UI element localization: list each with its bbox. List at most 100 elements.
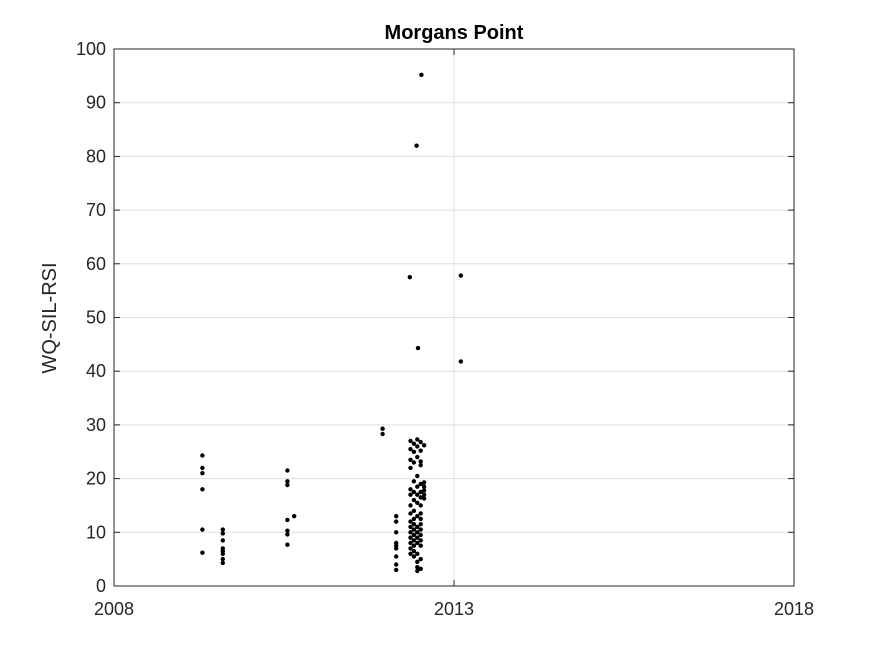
data-point <box>415 568 420 574</box>
data-point <box>411 460 417 465</box>
data-point <box>418 511 423 516</box>
data-point <box>411 516 417 522</box>
data-point <box>415 559 420 564</box>
data-point <box>415 524 420 530</box>
data-point <box>415 492 420 497</box>
data-point <box>408 519 413 524</box>
data-point <box>418 532 423 538</box>
data-point <box>394 546 399 551</box>
data-point <box>415 484 420 489</box>
data-point <box>285 517 290 523</box>
data-point <box>411 538 417 543</box>
data-point <box>418 543 423 548</box>
data-point <box>418 489 423 495</box>
data-point <box>418 556 423 562</box>
data-point <box>421 488 427 493</box>
data-point <box>411 497 417 503</box>
data-point <box>285 482 290 488</box>
data-point <box>394 567 399 573</box>
grid-lines <box>114 49 794 586</box>
tick-marks <box>113 48 795 587</box>
data-point <box>200 550 205 555</box>
data-point <box>421 492 427 497</box>
data-point <box>415 500 420 505</box>
data-point <box>411 554 417 559</box>
data-point <box>380 431 385 437</box>
y-tick-label: 60 <box>86 254 106 274</box>
data-point <box>411 489 417 495</box>
data-point <box>418 527 423 532</box>
data-point <box>220 531 225 536</box>
data-point <box>200 465 205 471</box>
data-point <box>408 524 413 530</box>
y-tick-label: 20 <box>86 469 106 489</box>
data-point <box>415 551 420 556</box>
data-point <box>418 439 423 445</box>
data-point <box>285 532 290 537</box>
y-tick-label: 40 <box>86 361 106 381</box>
data-point <box>408 503 413 508</box>
data-point <box>220 551 225 556</box>
x-tick-label: 2013 <box>434 599 474 619</box>
data-point <box>419 72 424 78</box>
data-point <box>415 473 420 479</box>
data-point <box>411 543 417 548</box>
data-point <box>285 479 290 484</box>
data-point <box>408 540 413 546</box>
data-points <box>200 72 463 574</box>
data-point <box>421 496 427 501</box>
data-point <box>394 530 399 535</box>
x-tick-label: 2008 <box>94 599 134 619</box>
data-point <box>220 560 225 566</box>
data-point <box>415 530 420 535</box>
y-tick-label: 10 <box>86 522 106 542</box>
data-point <box>411 508 417 513</box>
data-point <box>415 540 420 546</box>
data-point <box>380 426 385 431</box>
y-tick-label: 0 <box>96 576 106 596</box>
data-point <box>411 441 417 446</box>
data-point <box>408 465 413 471</box>
data-point <box>220 556 225 562</box>
data-point <box>408 438 413 444</box>
data-point <box>408 551 413 556</box>
data-point <box>220 538 225 543</box>
data-point <box>394 562 399 567</box>
data-point <box>415 444 420 449</box>
data-point <box>411 479 417 484</box>
data-point <box>200 453 205 458</box>
data-point <box>458 359 463 364</box>
data-point <box>418 538 423 543</box>
data-point <box>200 487 205 492</box>
data-point <box>285 528 290 533</box>
data-point <box>408 546 413 551</box>
data-point <box>411 522 417 527</box>
data-point <box>415 514 420 519</box>
data-point <box>418 463 423 468</box>
data-point <box>200 527 205 532</box>
data-point <box>418 516 423 522</box>
y-axis-label: WQ-SIL-RSI <box>39 262 61 373</box>
data-point <box>418 503 423 508</box>
data-point <box>408 457 413 462</box>
chart-title: Morgans Point <box>385 22 524 44</box>
data-point <box>415 535 420 540</box>
data-point <box>418 522 423 527</box>
data-point <box>415 454 420 460</box>
data-point <box>415 345 421 351</box>
y-tick-label: 80 <box>86 146 106 166</box>
data-point <box>411 527 417 532</box>
y-tick-label: 70 <box>86 200 106 220</box>
data-point <box>394 514 399 519</box>
data-point <box>285 468 290 473</box>
data-point <box>394 554 399 559</box>
y-tick-label: 90 <box>86 93 106 113</box>
data-point <box>418 459 423 464</box>
data-point <box>421 443 427 448</box>
data-point <box>408 511 413 516</box>
data-point <box>220 527 225 532</box>
data-point <box>415 437 420 442</box>
data-point <box>458 273 463 278</box>
x-tick-labels: 2008 2013 2018 <box>94 599 814 619</box>
